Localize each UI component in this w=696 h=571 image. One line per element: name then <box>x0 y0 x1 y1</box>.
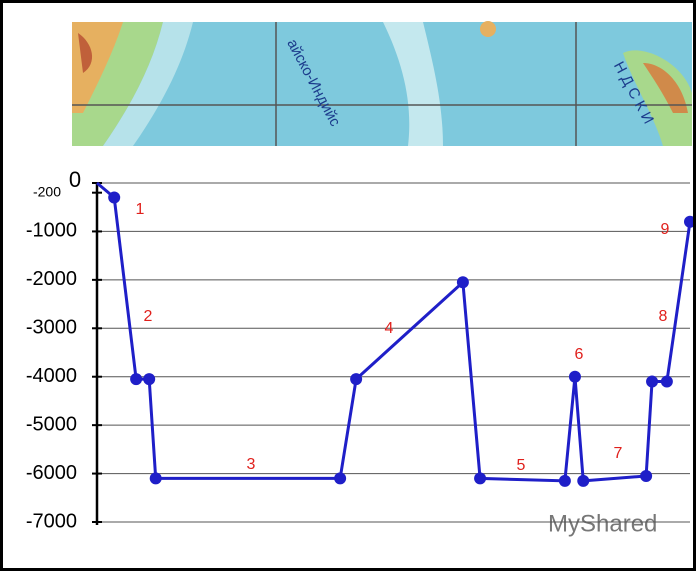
point <box>474 472 487 485</box>
chart: айско-Индийс Н Д С К И MyShared 0 -200 -10… <box>26 21 693 537</box>
annotation: 9 <box>661 221 670 238</box>
point <box>108 191 121 204</box>
annotation: 8 <box>659 308 668 325</box>
y-tick-label: -3000 <box>26 317 77 339</box>
watermark: MyShared <box>548 510 657 537</box>
y-tick-label: -2000 <box>26 268 77 290</box>
point <box>558 474 571 487</box>
point <box>577 474 590 487</box>
point <box>130 373 143 386</box>
y-tick-label: -4000 <box>26 365 77 387</box>
point <box>684 215 693 228</box>
y-tick-label: -7000 <box>26 510 77 532</box>
annotation: 6 <box>575 346 584 363</box>
point <box>334 472 347 485</box>
map: айско-Индийс Н Д С К И <box>72 21 692 146</box>
point <box>640 469 653 482</box>
point <box>456 276 469 289</box>
point <box>660 375 673 388</box>
annotation: 3 <box>247 456 256 473</box>
point <box>350 373 363 386</box>
annotation: 2 <box>144 308 153 325</box>
y-tick-label: -200 <box>33 183 61 199</box>
annotation: 4 <box>385 320 394 337</box>
line <box>96 181 692 483</box>
y-tick-label: -5000 <box>26 413 77 435</box>
y-tick-label: -6000 <box>26 462 77 484</box>
annotation: 5 <box>517 457 526 474</box>
point <box>646 375 659 388</box>
point <box>143 373 156 386</box>
annotation: 1 <box>136 201 145 218</box>
point <box>149 472 162 485</box>
point <box>568 370 581 383</box>
y-tick-label: -1000 <box>26 220 77 242</box>
y-tick-label: 0 <box>69 167 81 192</box>
annotation: 7 <box>614 445 623 462</box>
